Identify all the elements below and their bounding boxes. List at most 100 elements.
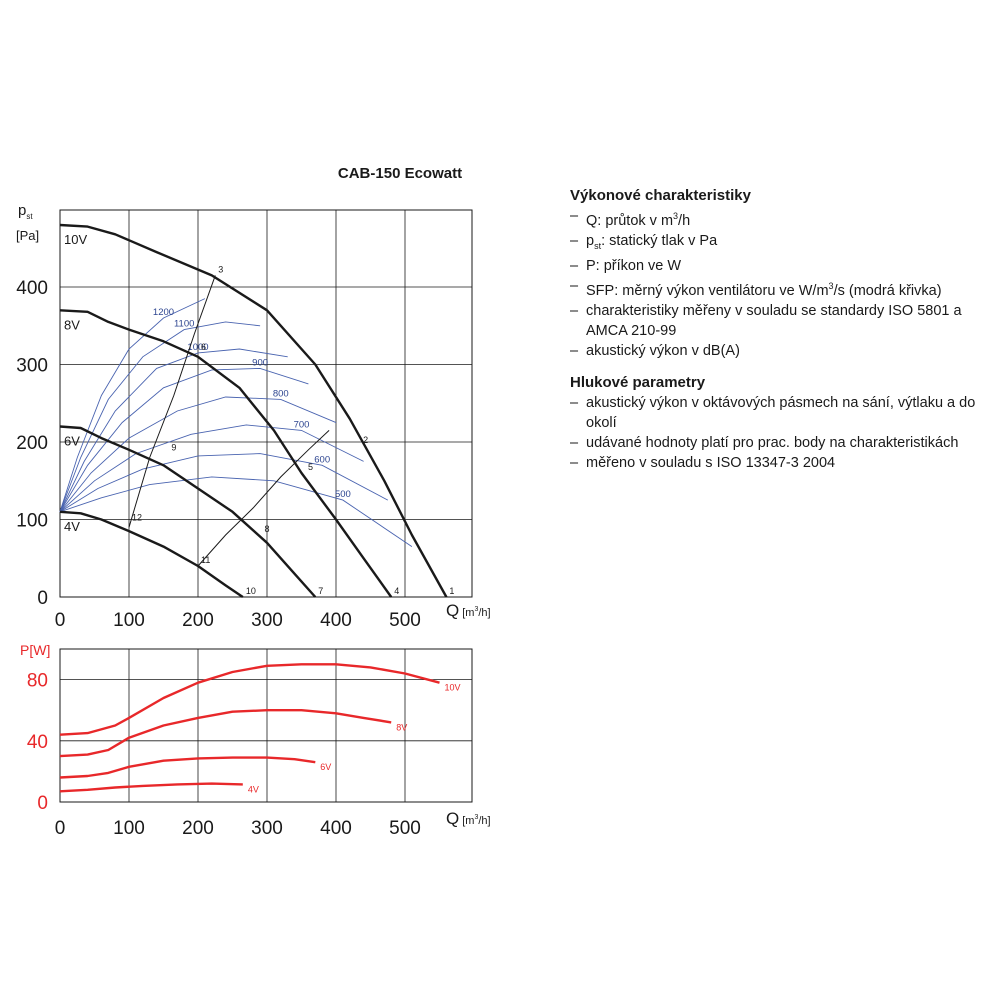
sfp-curve-1100 [59, 321, 261, 512]
operating-point-label: 5 [308, 462, 313, 472]
sfp-curve-500 [59, 476, 413, 547]
power-plot-frame [59, 648, 473, 803]
performance-heading: Výkonové charakteristiky [570, 187, 751, 204]
info-item: pst: statický tlak v Pa [570, 231, 990, 256]
power-curve-6V [59, 756, 316, 779]
sfp-label: 900 [252, 357, 268, 368]
power-curve-label: 4V [248, 784, 259, 794]
info-item: SFP: měrný výkon ventilátoru ve W/m3/s (… [570, 276, 990, 301]
operating-point-label: 4 [394, 586, 399, 596]
sfp-curve-900 [59, 367, 309, 513]
power-curve-label: 10V [445, 683, 461, 693]
info-item: akustický výkon v oktávových pásmech na … [570, 393, 990, 433]
info-item: měřeno v souladu s ISO 13347-3 2004 [570, 453, 990, 473]
operating-point-label: 7 [318, 586, 323, 596]
performance-list: Q: průtok v m3/hpst: statický tlak v PaP… [570, 206, 990, 361]
power-y-tick: 40 [27, 732, 48, 753]
fan-curve-10V [59, 223, 448, 598]
pressure-ylabel: p [18, 202, 26, 219]
pressure-xlabel: Q [446, 601, 459, 620]
fan-curves: 10V 8V 6V 4V [59, 223, 448, 598]
sfp-label: 700 [294, 419, 310, 430]
operating-point-label: 6 [201, 342, 206, 352]
pressure-plot-frame [59, 209, 473, 598]
pressure-grid: 0 100 200 300 400 500 0 100 200 300 400 [16, 209, 473, 631]
power-curve-10V [59, 663, 440, 736]
pressure-xunit-sup: 3 [474, 606, 478, 613]
operating-point-label: 9 [171, 443, 176, 453]
sfp-curve-800 [59, 396, 337, 513]
power-x-tick: 0 [55, 818, 66, 839]
pressure-ylabel-sub: st [26, 212, 33, 221]
info-item: P: příkon ve W [570, 256, 990, 276]
power-curve-label: 6V [320, 762, 331, 772]
pressure-x-tick: 300 [251, 610, 283, 631]
sfp-curve-700 [59, 424, 364, 513]
power-curve-4V [59, 782, 243, 793]
power-xunit-post: /h] [478, 815, 490, 827]
operating-point-label: 3 [218, 264, 223, 274]
sfp-label: 500 [335, 489, 351, 500]
pressure-x-tick: 100 [113, 610, 145, 631]
fan-curve-4V [59, 510, 244, 598]
fan-curve-label: 6V [64, 434, 80, 449]
fan-curve-label: 4V [64, 519, 80, 534]
power-curves: 10V 8V 6V 4V [59, 663, 461, 794]
system-curve-1 [128, 275, 216, 528]
pressure-y-tick: 200 [16, 433, 48, 454]
sfp-label: 600 [314, 454, 330, 465]
sfp-label: 1100 [174, 319, 194, 330]
power-xunit-sup: 3 [474, 814, 478, 821]
pressure-xunit-post: /h] [478, 607, 490, 619]
sfp-curve-1200 [59, 298, 206, 512]
info-item: akustický výkon v dB(A) [570, 341, 990, 361]
svg-text:Q[m3/h]: Q [m3/h] [446, 601, 491, 620]
pressure-x-tick: 500 [389, 610, 421, 631]
power-ylabel: P[W] [20, 642, 50, 658]
noise-list: akustický výkon v oktávových pásmech na … [570, 393, 990, 473]
power-y-tick: 0 [37, 793, 48, 814]
sfp-label: 1200 [153, 307, 174, 318]
pressure-y-tick: 300 [16, 356, 48, 377]
info-item: udávané hodnoty platí pro prac. body na … [570, 433, 990, 453]
fan-curve-6V [59, 425, 317, 598]
operating-point-label: 1 [449, 586, 454, 596]
pressure-y-tick: 0 [37, 588, 48, 609]
power-x-tick: 200 [182, 818, 214, 839]
operating-point-label: 8 [264, 524, 269, 534]
noise-heading: Hlukové parametry [570, 373, 706, 391]
pressure-y-tick: 400 [16, 278, 48, 299]
info-panel: Výkonové charakteristiky Q: průtok v m3/… [570, 186, 990, 473]
svg-text:pst: pst [18, 202, 33, 221]
power-y-tick: 80 [27, 671, 48, 692]
info-item: Q: průtok v m3/h [570, 206, 990, 231]
system-curve-2 [197, 430, 330, 567]
power-x-tick: 300 [251, 818, 283, 839]
operating-point-label: 10 [246, 586, 256, 596]
power-xunit-pre: [m [462, 815, 474, 827]
fan-curve-8V [59, 309, 393, 598]
sfp-label: 1000 [187, 342, 208, 353]
power-grid: 0 100 200 300 400 500 0 40 80 [27, 648, 473, 839]
sfp-label: 800 [273, 388, 289, 399]
pressure-y-tick: 100 [16, 511, 48, 532]
power-x-tick: 400 [320, 818, 352, 839]
power-xlabel: Q [446, 809, 459, 828]
pressure-ylabel-unit: [Pa] [16, 228, 39, 243]
pressure-x-tick: 400 [320, 610, 352, 631]
power-x-tick: 100 [113, 818, 145, 839]
power-curve-label: 8V [396, 722, 407, 732]
info-item: charakteristiky měřeny v souladu se stan… [570, 301, 990, 341]
operating-point-label: 12 [132, 512, 142, 522]
sfp-curve-1000 [59, 348, 288, 512]
pressure-xunit-pre: [m [462, 607, 474, 619]
power-curve-8V [59, 709, 392, 758]
pressure-x-tick: 200 [182, 610, 214, 631]
pressure-x-tick: 0 [55, 610, 66, 631]
system-curves [128, 275, 330, 567]
operating-point-label: 2 [363, 435, 368, 445]
sfp-curve-600 [59, 453, 389, 513]
power-x-tick: 500 [389, 818, 421, 839]
